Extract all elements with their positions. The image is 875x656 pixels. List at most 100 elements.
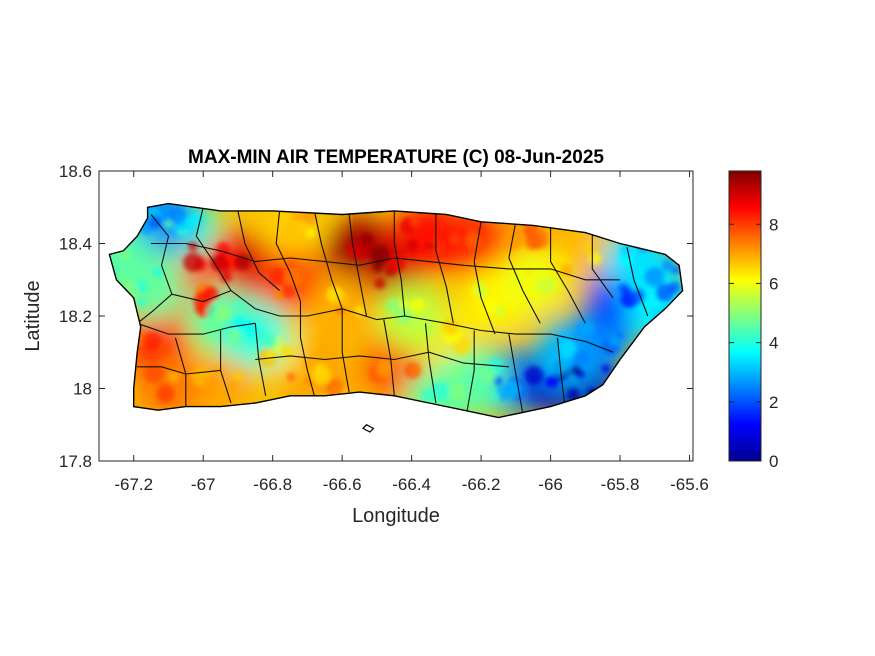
x-tick-label-8: -65.6 — [670, 475, 709, 494]
x-axis-label: Longitude — [352, 505, 440, 527]
municipal-boundary-3 — [195, 207, 232, 291]
municipal-boundary-8 — [393, 210, 406, 317]
municipal-boundary-28 — [255, 351, 509, 368]
islet-0 — [362, 424, 375, 433]
islets — [362, 424, 375, 433]
field-speckle-27-1 — [385, 298, 401, 314]
y-tick-label-4: 18.6 — [59, 162, 92, 181]
field-speckle-16-3 — [156, 384, 175, 403]
map-layer — [108, 202, 684, 433]
field-speckle-3-0 — [216, 242, 231, 257]
field-speckle-29-3 — [451, 367, 462, 378]
municipal-boundary-29 — [137, 366, 221, 375]
field-speckle-5-3 — [410, 218, 419, 227]
x-tick-label-3: -66.6 — [323, 475, 362, 494]
municipal-boundary-11 — [508, 221, 541, 324]
field-speckle-10-4 — [582, 241, 596, 255]
field-speckle-7-1 — [157, 343, 171, 356]
x-tick-label-1: -67 — [191, 475, 216, 494]
field-speckle-3-3 — [183, 252, 203, 273]
municipal-boundary-24 — [424, 323, 437, 404]
field-speckle-0-4 — [360, 233, 374, 248]
municipal-boundary-15 — [137, 322, 256, 335]
temperature-field — [109, 203, 683, 418]
municipal-boundary-1 — [136, 293, 173, 324]
municipal-boundary-26 — [508, 334, 524, 414]
x-tick-label-2: -66.8 — [253, 475, 292, 494]
municipal-boundaries — [136, 207, 649, 414]
field-speckle-35-4 — [668, 281, 681, 294]
field-speckle-21-0 — [176, 221, 188, 233]
field-speckle-23-1 — [138, 297, 147, 307]
field-speckle-30-3 — [524, 366, 544, 385]
field-speckle-33-3 — [578, 319, 596, 337]
x-tick-label-7: -65.8 — [601, 475, 640, 494]
municipal-boundary-0 — [150, 214, 173, 295]
field-speckle-35-0 — [644, 267, 664, 287]
field-speckle-7-4 — [142, 331, 162, 351]
municipal-boundary-5 — [275, 210, 302, 302]
field-speckle-25-4 — [214, 305, 232, 322]
x-axis-ticks: -67.2 -67 -66.8 -66.6 -66.4 -66.2 -66 -65.8 -65.… — [114, 171, 709, 494]
field-speckle-14-1 — [279, 345, 295, 360]
field-speckle-24-3 — [305, 228, 316, 239]
y-tick-label-2: 18.2 — [59, 307, 92, 326]
field-speckle-3-2 — [188, 241, 198, 252]
field-speckle-39-4 — [312, 366, 332, 385]
field-speckle-1-1 — [372, 262, 383, 273]
field-speckle-34-4 — [620, 285, 631, 296]
field-speckle-1-4 — [387, 255, 405, 273]
chart-title: MAX-MIN AIR TEMPERATURE (C) 08-Jun-2025 — [188, 147, 604, 168]
municipal-boundary-4 — [237, 210, 280, 292]
field-speckle-15-2 — [230, 380, 239, 390]
colorbar-gradient — [729, 171, 761, 461]
field-speckle-36-2 — [618, 251, 634, 267]
colorbar-tick-label-0: 0 — [769, 452, 778, 471]
field-speckle-9-4 — [535, 228, 546, 239]
municipal-boundary-16 — [230, 290, 343, 317]
field-speckle-4-4 — [281, 284, 295, 298]
field-speckle-29-2 — [477, 365, 497, 385]
municipal-boundary-13 — [591, 232, 614, 299]
field-speckle-30-4 — [546, 375, 560, 388]
y-tick-label-0: 17.8 — [59, 452, 92, 471]
y-axis-label: Latitude — [22, 280, 44, 351]
field-speckle-19-3 — [510, 274, 522, 285]
field-speckle-27-0 — [399, 299, 410, 310]
colorbar-tick-label-1: 2 — [769, 393, 778, 412]
field-speckle-26-4 — [232, 317, 247, 331]
municipal-boundary-27 — [556, 337, 566, 404]
field-speckle-5-4 — [425, 241, 436, 252]
field-speckle-28-4 — [496, 384, 513, 401]
field-speckle-25-2 — [229, 328, 241, 340]
colorbar-tick-label-2: 4 — [769, 334, 778, 353]
field-speckle-39-2 — [304, 376, 314, 386]
field-speckle-39-3 — [325, 379, 345, 398]
municipal-boundary-30 — [151, 242, 621, 281]
coastline — [108, 202, 684, 419]
field-speckle-25-1 — [234, 298, 247, 311]
field-speckle-13-3 — [376, 361, 393, 378]
field-speckle-15-0 — [232, 371, 244, 383]
field-speckle-35-2 — [671, 266, 680, 275]
field-speckle-15-4 — [204, 376, 215, 388]
colorbar-tick-label-4: 8 — [769, 215, 778, 234]
field-speckle-26-0 — [262, 333, 278, 350]
colorbar: 0 2 4 6 8 — [728, 170, 778, 471]
municipal-boundary-25 — [466, 330, 475, 411]
municipal-boundary-10 — [473, 221, 496, 335]
field-speckle-21-2 — [169, 206, 187, 225]
field-speckle-34-3 — [632, 288, 646, 302]
field-speckle-9-2 — [525, 233, 542, 251]
field-speckle-33-4 — [609, 336, 620, 347]
field-speckle-32-4 — [548, 355, 568, 376]
field-sample-15 — [186, 347, 255, 416]
field-speckle-32-2 — [559, 341, 578, 359]
field-speckle-38-1 — [421, 388, 434, 401]
field-speckle-23-0 — [152, 267, 163, 278]
field-speckle-27-4 — [410, 298, 425, 313]
field-speckle-16-2 — [167, 370, 180, 383]
field-speckle-35-3 — [661, 259, 674, 272]
field-speckle-31-4 — [601, 364, 611, 374]
field-speckle-32-3 — [572, 349, 590, 367]
